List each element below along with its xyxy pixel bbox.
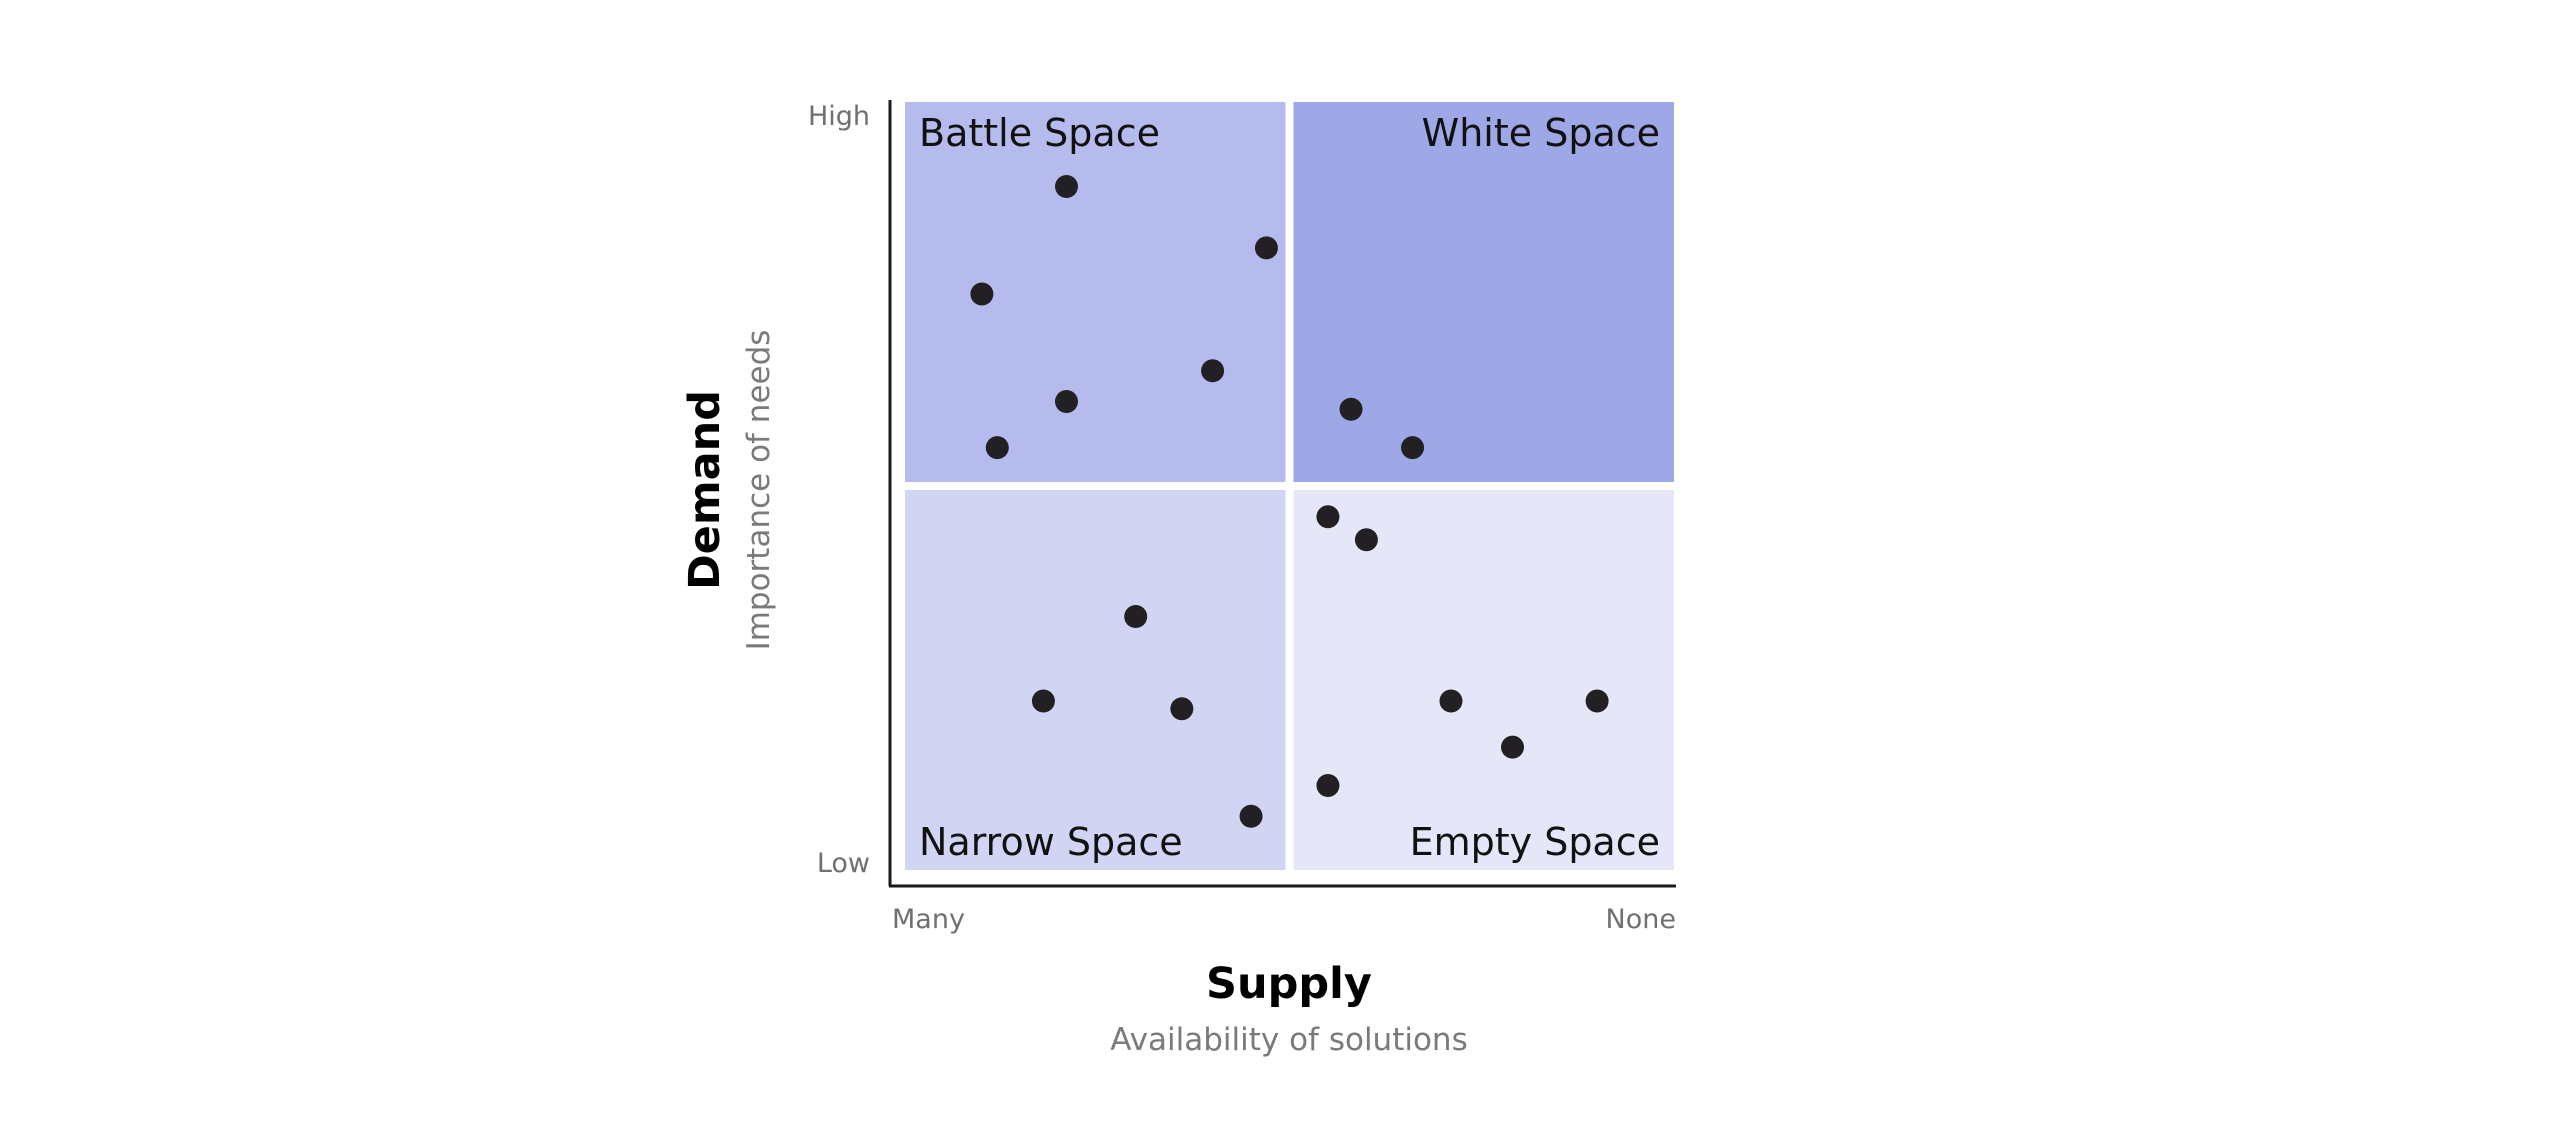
x-axis-title: Supply (1206, 959, 1372, 1009)
data-point-14 (1239, 804, 1263, 828)
y-axis-title: Demand (680, 390, 730, 590)
data-point-7 (1339, 397, 1363, 421)
x-axis-subtitle: Availability of solutions (1110, 1022, 1467, 1058)
quadrant-labels: Battle Space White Space Narrow Space Em… (919, 111, 1660, 864)
data-point-15 (1439, 689, 1463, 713)
data-point-1 (1054, 174, 1078, 198)
quadrant-label-empty-space: Empty Space (1410, 820, 1660, 864)
quadrant-narrow-space (905, 490, 1286, 870)
data-point-13 (1170, 697, 1194, 721)
data-point-2 (1254, 236, 1278, 260)
data-point-6 (985, 436, 1009, 460)
axes (888, 100, 1676, 888)
quadrant-label-battle-space: Battle Space (919, 111, 1160, 155)
quadrant-white-space (1293, 102, 1674, 482)
data-point-8 (1401, 436, 1425, 460)
data-point-17 (1585, 689, 1609, 713)
quadrant-battle-space (905, 102, 1286, 482)
data-point-5 (1054, 390, 1078, 414)
axis-titles: Supply Availability of solutions Demand … (680, 330, 1468, 1058)
y-axis-subtitle: Importance of needs (741, 330, 777, 651)
data-point-10 (1354, 528, 1378, 552)
data-point-4 (1201, 359, 1225, 383)
data-point-12 (1031, 689, 1055, 713)
data-point-11 (1124, 605, 1148, 629)
axis-end-labels: High Low Many None (808, 101, 1676, 935)
x-axis-min-label: Many (892, 904, 965, 935)
data-point-18 (1316, 774, 1340, 798)
data-point-3 (970, 282, 994, 306)
data-points (970, 174, 1609, 828)
quadrant-empty-space (1293, 490, 1674, 870)
data-point-16 (1501, 735, 1525, 759)
quadrant-label-white-space: White Space (1422, 111, 1660, 155)
y-axis-max-label: High (808, 101, 870, 132)
y-axis-min-label: Low (817, 848, 870, 879)
quadrant-label-narrow-space: Narrow Space (919, 820, 1183, 864)
x-axis-max-label: None (1606, 904, 1676, 935)
data-point-9 (1316, 505, 1340, 529)
quadrant-backgrounds (905, 102, 1674, 870)
